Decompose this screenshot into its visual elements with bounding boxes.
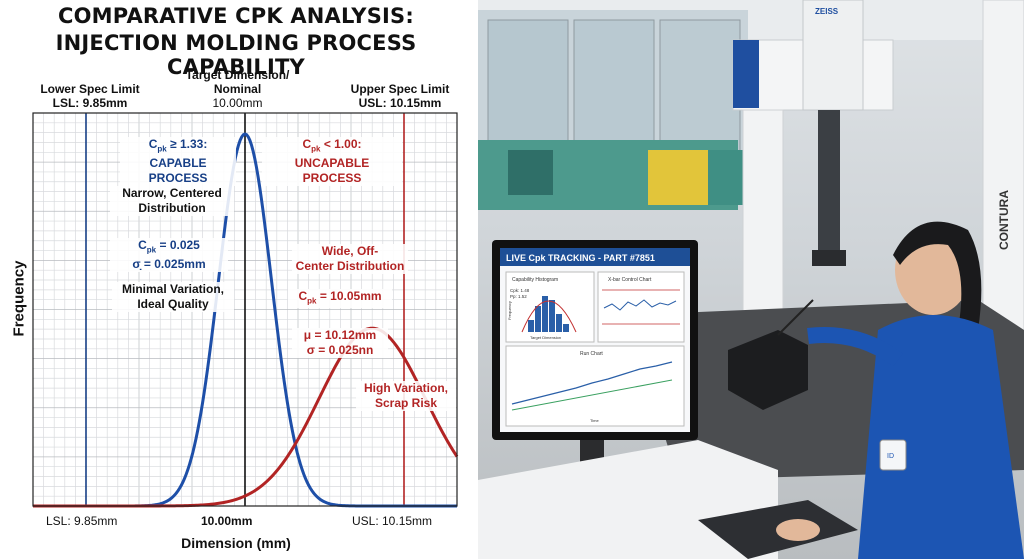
lab-photo: CONTURA ZEISS LIVE Cpk TRACKING - PART #… xyxy=(478,0,1024,559)
target-header-value: 10.00mm xyxy=(212,96,263,110)
id-badge xyxy=(879,439,907,471)
operator-shirt xyxy=(858,315,1024,559)
zeiss-brand-text: ZEISS xyxy=(815,7,839,16)
desk xyxy=(478,440,778,559)
lab-scene: CONTURA ZEISS LIVE Cpk TRACKING - PART #… xyxy=(478,0,1024,559)
lsl-header: Lower Spec Limit LSL: 9.85mm xyxy=(20,82,160,110)
chart-subtitle: INJECTION MOLDING PROCESS CAPABILITY xyxy=(55,31,417,79)
x-axis-label: Dimension (mm) xyxy=(181,535,291,551)
capable-cpk-line: Cpk ≥ 1.33: xyxy=(148,137,208,154)
run-chart-xlabel: Time xyxy=(590,418,600,423)
chart-panel: COMPARATIVE CPK ANALYSIS: INJECTION MOLD… xyxy=(0,0,472,559)
run-chart-title: Run Chart xyxy=(580,351,603,357)
distribution-chart xyxy=(32,112,459,508)
operator-arm xyxy=(807,327,903,367)
monitor-title-text: LIVE Cpk TRACKING - PART #7851 xyxy=(506,253,655,263)
bottom-target-label: 10.00mm xyxy=(201,514,253,528)
operator-hand-mouse xyxy=(776,519,820,541)
histogram-ylabel: Frequency xyxy=(507,301,512,320)
wide-line-1: Wide, Off- xyxy=(321,244,379,258)
chart-title: COMPARATIVE CPK ANALYSIS: xyxy=(58,4,414,28)
lsl-header-title: Lower Spec Limit xyxy=(40,82,140,96)
target-header-title-1: Target Dimension/ xyxy=(185,68,290,82)
high-variation-annotation: High Variation, Scrap Risk xyxy=(356,381,456,411)
molded-part xyxy=(728,330,808,410)
histogram-pp: Pp: 1.52 xyxy=(510,294,527,299)
stylus-pen xyxy=(777,299,814,336)
target-header: Target Dimension/ Nominal 10.00mm xyxy=(165,68,310,110)
minimal-line-2: Ideal Quality xyxy=(137,297,209,311)
red-mu-line: μ = 10.12mm xyxy=(303,328,377,342)
zeiss-blue-panel xyxy=(733,40,759,108)
narrow-line-1: Narrow, Centered xyxy=(122,186,222,200)
minimal-variation-annotation: Minimal Variation, Ideal Quality xyxy=(112,282,234,312)
usl-header: Upper Spec Limit USL: 10.15mm xyxy=(330,82,470,110)
usl-header-title: Upper Spec Limit xyxy=(350,82,450,96)
red-stats-annotation: μ = 10.12mm σ = 0.025nn xyxy=(292,328,388,358)
high-line-2: Scrap Risk xyxy=(374,396,438,410)
xbar-title: X-bar Control Chart xyxy=(608,277,652,283)
narrow-line-2: Distribution xyxy=(138,201,206,215)
uncapable-cpk-line: Cpk < 1.00: xyxy=(302,137,362,154)
uncapable-label: UNCAPABLE PROCESS xyxy=(294,156,370,186)
bottom-lsl-label: LSL: 9.85mm xyxy=(46,514,118,528)
wide-line-2: Center Distribution xyxy=(295,259,405,273)
operator-hair xyxy=(893,221,982,330)
cmm-probe-column xyxy=(818,110,840,250)
wide-annotation: Wide, Off- Center Distribution xyxy=(292,244,408,274)
blue-sigma-line: σ̣ = 0.025mm xyxy=(132,257,206,272)
xbar-panel xyxy=(597,271,685,343)
yellow-machine xyxy=(648,150,708,205)
minimal-line-1: Minimal Variation, xyxy=(121,282,225,296)
histogram-xlabel: Target Dimension xyxy=(530,335,561,340)
histogram-title: Capability Histogram xyxy=(512,277,558,283)
blue-cpk-line: Cpk = 0.025 xyxy=(138,238,200,255)
uncapable-annotation: Cpk < 1.00: UNCAPABLE PROCESS xyxy=(262,137,402,187)
narrow-annotation: Narrow, Centered Distribution xyxy=(110,186,234,216)
target-header-title-2: Nominal xyxy=(213,82,262,96)
capable-annotation: Cpk ≥ 1.33: CAPABLE PROCESS xyxy=(120,137,236,187)
y-axis-label: Frequency xyxy=(10,260,28,337)
high-line-1: High Variation, xyxy=(363,381,448,395)
bottom-usl-label: USL: 10.15mm xyxy=(352,514,433,528)
monitor-title-bar xyxy=(500,248,690,266)
contura-text: CONTURA xyxy=(997,190,1011,250)
run-chart-panel xyxy=(505,345,685,427)
lsl-header-value: LSL: 9.85mm xyxy=(52,96,128,110)
id-badge-text: ID xyxy=(887,453,894,460)
spec-limit-lines xyxy=(85,113,405,506)
histogram-bars xyxy=(528,296,569,332)
usl-header-value: USL: 10.15mm xyxy=(358,96,442,110)
red-cpk-annotation: Cpk = 10.05mm xyxy=(288,289,392,309)
histogram-cpk: Cpk: 1.48 xyxy=(510,288,530,293)
capable-label: CAPABLE PROCESS xyxy=(148,156,208,186)
blue-stats-annotation: Cpk = 0.025 σ̣ = 0.025mm xyxy=(110,238,228,273)
plot-frame xyxy=(32,112,458,507)
red-sigma-line: σ = 0.025nn xyxy=(306,343,374,357)
